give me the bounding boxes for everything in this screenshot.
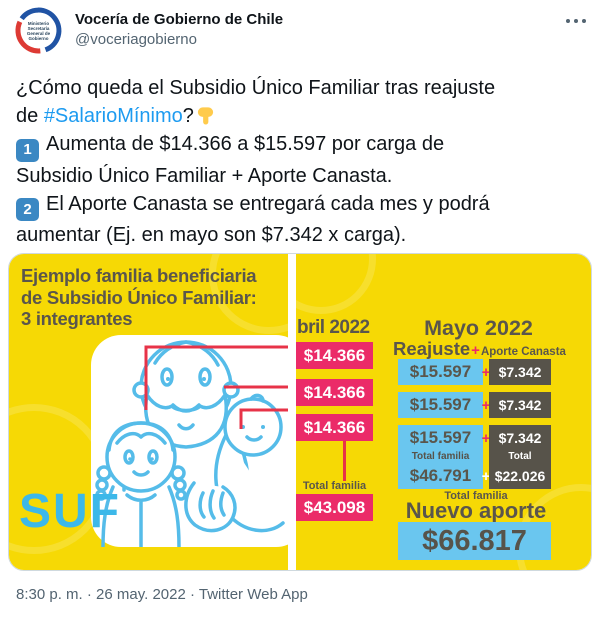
tweet-header: Ministerio Secretaría General de Gobiern… (14, 6, 586, 58)
may-subheader: Reajuste + Aporte Canasta (392, 338, 567, 360)
keycap-2-emoji-icon: 2 (16, 198, 39, 221)
avatar[interactable]: Ministerio Secretaría General de Gobiern… (14, 6, 63, 55)
tweet-question: ¿Cómo queda el Subsidio Único Familiar t… (16, 74, 586, 130)
reajuste-amount: $15.597 (398, 425, 483, 451)
media-photo-left: Ejemplo familia beneficiaria de Subsidio… (9, 254, 288, 570)
april-total-amount: $43.098 (296, 494, 373, 521)
april-header: bril 2022 (297, 317, 370, 338)
total-canasta-label: Total canasta (489, 451, 551, 474)
item1-line2: Subsidio Único Familiar + Aporte Canasta… (16, 164, 393, 187)
tweet-text: ¿Cómo queda el Subsidio Único Familiar t… (16, 74, 586, 249)
tweet-media[interactable]: Ejemplo familia beneficiaria de Subsidio… (8, 253, 592, 571)
plus-sign: + (481, 396, 491, 414)
nuevo-aporte-amount: $66.817 (398, 522, 551, 560)
question-mark: ? (182, 105, 194, 127)
may-header: Mayo 2022 (424, 316, 533, 340)
nuevo-aporte-total-familia-label: Total familia (444, 490, 508, 502)
may-amount-row: $15.597 + $7.342 (398, 392, 551, 418)
total-canasta-amount: $22.026 (489, 463, 551, 489)
avatar-logo-text: Ministerio Secretaría General de Gobiern… (26, 20, 51, 41)
doodle-decoration (296, 254, 376, 314)
dot-icon (566, 19, 570, 23)
canasta-amount: $7.342 (489, 392, 551, 418)
plus-sign: + (481, 429, 491, 447)
avatar-ring-icon (15, 7, 62, 54)
april-total-label: Total familia (302, 480, 367, 492)
april-amount-row: $14.366 (296, 342, 373, 369)
nuevo-aporte-label: Nuevo aporte (405, 498, 547, 523)
may-total-labels: Total familia Total canasta (398, 451, 551, 474)
reajuste-amount: $15.597 (398, 392, 483, 418)
item2-line1: El Aporte Canasta se entregará cada mes … (46, 192, 490, 215)
author-block: Vocería de Gobierno de Chile @voceriagob… (75, 6, 283, 58)
total-familia-label: Total familia (398, 451, 483, 463)
item1-line1: Aumenta de $14.366 a $15.597 por carga d… (46, 133, 445, 155)
april-amount-row: $14.366 (296, 379, 373, 406)
reajuste-amount: $15.597 (398, 359, 483, 385)
connector-lines (144, 345, 288, 429)
question-line2: de (16, 105, 44, 127)
tweet-item1: 1 Aumenta de $14.366 a $15.597 por carga … (16, 130, 586, 190)
canasta-amount: $7.342 (489, 359, 551, 385)
may-totals-row: $46.791 + $22.026 (398, 463, 551, 489)
plus-sign: + (481, 467, 491, 485)
tweet-item2: 2 El Aporte Canasta se entregará cada mes… (16, 190, 586, 250)
media-photo-right: bril 2022 $14.366 $14.366 $14.366 Total … (296, 254, 591, 570)
author-name[interactable]: Vocería de Gobierno de Chile (75, 11, 284, 28)
suf-logo: SUF (19, 485, 121, 538)
may-amount-row: $15.597 + $7.342 (398, 425, 551, 451)
plus-sign: + (481, 363, 491, 381)
canasta-amount: $7.342 (489, 425, 551, 451)
family-illustration-icon (95, 340, 288, 547)
item2-line2: aumentar (Ej. en mayo son $7.342 x carga… (16, 224, 407, 246)
more-button[interactable] (566, 6, 586, 28)
timestamp: 8:30 p. m. · 26 may. 2022 · Twitter Web … (16, 586, 308, 603)
author-handle[interactable]: @voceriagobierno (75, 31, 197, 48)
hashtag-link[interactable]: #SalarioMínimo (43, 105, 183, 127)
plus-sign: + (471, 342, 480, 359)
pointing-down-emoji-icon (197, 107, 213, 125)
dot-icon (574, 19, 578, 23)
dot-icon (582, 19, 586, 23)
total-familia-amount: $46.791 (398, 463, 483, 489)
reajuste-label: Reajuste (393, 338, 471, 359)
question-line1: ¿Cómo queda el Subsidio Único Familiar t… (16, 77, 496, 99)
may-amount-row: $15.597 + $7.342 (398, 359, 551, 385)
doodle-decoration (209, 254, 288, 334)
april-amount-row: $14.366 (296, 414, 373, 441)
april-total-connector-line (343, 441, 346, 481)
infographic-title: Ejemplo familia beneficiaria de Subsidio… (21, 265, 257, 329)
aporte-canasta-label: Aporte Canasta (480, 346, 566, 358)
keycap-1-emoji-icon: 1 (16, 138, 39, 162)
